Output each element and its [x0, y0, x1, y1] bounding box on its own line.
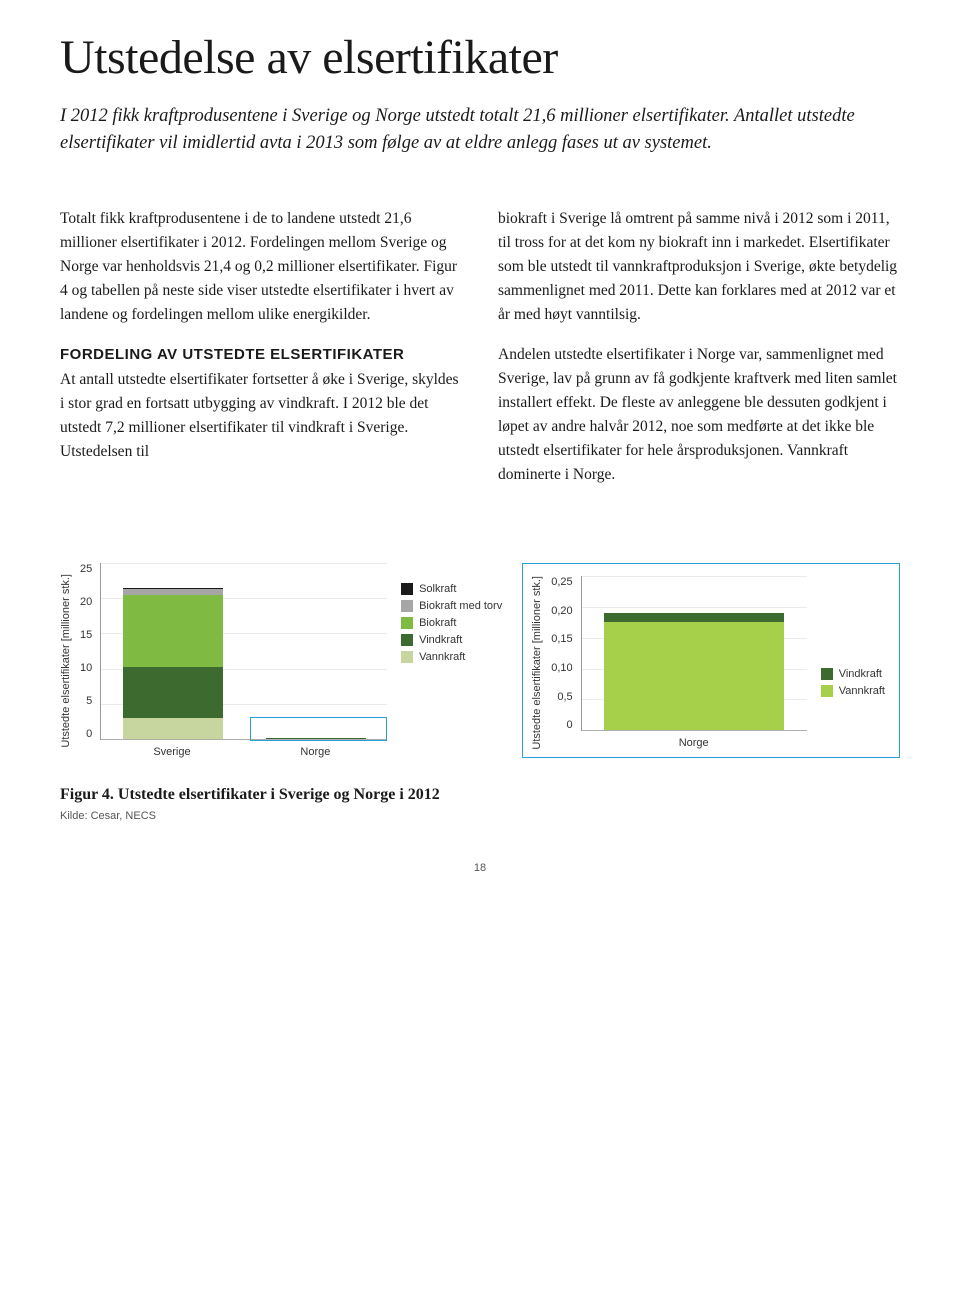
figure-source: Kilde: Cesar, NECS — [60, 810, 900, 822]
chart-inset-ylabel: Utstedte elsertifikater [millioner stk.] — [531, 576, 543, 750]
legend-item: Vindkraft — [401, 634, 502, 646]
right-column: biokraft i Sverige lå omtrent på samme n… — [498, 207, 900, 503]
figure-caption: Figur 4. Utstedte elsertifikater i Sveri… — [60, 786, 900, 804]
chart-main-plot — [100, 563, 387, 741]
right-p2: Andelen utstedte elsertifikater i Norge … — [498, 343, 900, 487]
bar-norge — [266, 563, 366, 740]
chart-main-xlabels: SverigeNorge — [100, 740, 387, 758]
page-title: Utstedelse av elsertifikater — [60, 30, 900, 85]
chart-main: Utstedte elsertifikater [millioner stk.]… — [60, 563, 502, 759]
bar-norge — [604, 576, 784, 731]
page-number: 18 — [60, 862, 900, 874]
left-p2: At antall utstedte elsertifikater fortse… — [60, 368, 462, 464]
section-subhead: FORDELING AV UTSTEDTE ELSERTIFIKATER — [60, 343, 462, 366]
right-p1: biokraft i Sverige lå omtrent på samme n… — [498, 207, 900, 327]
chart-main-yticks: 2520151050 — [80, 563, 92, 759]
bar-sverige — [123, 563, 223, 740]
chart-inset-plot — [581, 576, 807, 732]
left-p1: Totalt fikk kraftprodusentene i de to la… — [60, 207, 462, 327]
chart-main-legend: Solkraft Biokraft med torv Biokraft Vindkra… — [395, 563, 502, 759]
legend-item: Biokraft med torv — [401, 600, 502, 612]
chart-inset-yticks: 0,250,200,150,100,50 — [551, 576, 572, 750]
lead-paragraph: I 2012 fikk kraftprodusentene i Sverige … — [60, 103, 880, 157]
legend-item: Vannkraft — [401, 651, 502, 663]
body-columns: Totalt fikk kraftprodusentene i de to la… — [60, 207, 900, 503]
legend-item: Vindkraft — [821, 668, 885, 680]
chart-inset-legend: Vindkraft Vannkraft — [815, 576, 885, 750]
chart-main-ylabel: Utstedte elsertifikater [millioner stk.] — [60, 563, 72, 759]
legend-item: Solkraft — [401, 583, 502, 595]
legend-item: Vannkraft — [821, 685, 885, 697]
legend-item: Biokraft — [401, 617, 502, 629]
inset-callout-box — [250, 717, 387, 742]
left-column: Totalt fikk kraftprodusentene i de to la… — [60, 207, 462, 503]
chart-inset-xlabels: Norge — [581, 731, 807, 749]
charts-row: Utstedte elsertifikater [millioner stk.]… — [60, 563, 900, 759]
chart-inset: Utstedte elsertifikater [millioner stk.]… — [522, 563, 900, 759]
